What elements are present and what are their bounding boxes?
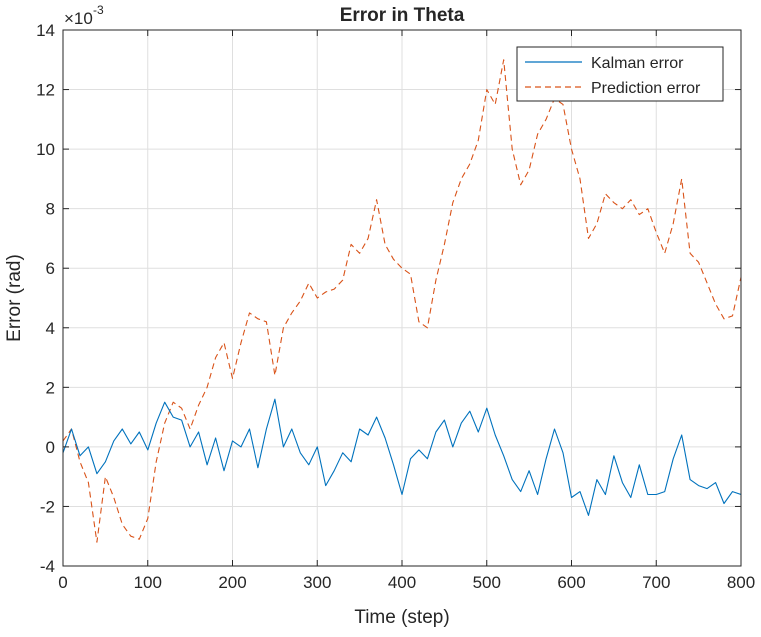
chart-title: Error in Theta <box>340 5 465 26</box>
y-tick-label: 0 <box>46 438 55 457</box>
y-tick-label: 14 <box>36 21 55 40</box>
y-tick-label: 6 <box>46 259 55 278</box>
x-tick-label: 700 <box>642 573 670 592</box>
y-axis-label: Error (rad) <box>4 254 25 342</box>
x-axis-label: Time (step) <box>354 607 449 628</box>
x-tick-label: 0 <box>58 573 67 592</box>
prediction-error-line <box>63 59 741 543</box>
y-tick-label: 8 <box>46 200 55 219</box>
y-exponent-label: ×10 -3 <box>64 3 104 28</box>
tick-marks <box>62 29 742 567</box>
y-exponent-base: ×10 <box>64 9 93 28</box>
y-tick-label: -2 <box>40 497 55 516</box>
y-tick-label: 4 <box>46 319 55 338</box>
x-tick-label: 400 <box>388 573 416 592</box>
x-tick-labels: 0 100 200 300 400 500 600 700 800 <box>58 573 755 592</box>
y-tick-label: 2 <box>46 378 55 397</box>
x-tick-label: 200 <box>218 573 246 592</box>
y-tick-label: -4 <box>40 557 55 576</box>
x-tick-label: 100 <box>134 573 162 592</box>
kalman-error-line <box>63 398 741 516</box>
x-tick-label: 500 <box>473 573 501 592</box>
legend: Kalman error Prediction error <box>516 46 724 102</box>
y-tick-label: 10 <box>36 140 55 159</box>
y-exponent-power: -3 <box>93 3 104 17</box>
legend-label-prediction: Prediction error <box>591 80 701 97</box>
x-tick-label: 600 <box>557 573 585 592</box>
legend-box <box>516 46 724 102</box>
y-tick-labels: -4 -2 0 2 4 6 8 10 12 14 <box>36 21 55 576</box>
y-tick-label: 12 <box>36 81 55 100</box>
x-tick-label: 800 <box>727 573 755 592</box>
legend-label-kalman: Kalman error <box>591 55 684 72</box>
x-tick-label: 300 <box>303 573 331 592</box>
series-layer <box>63 59 741 543</box>
